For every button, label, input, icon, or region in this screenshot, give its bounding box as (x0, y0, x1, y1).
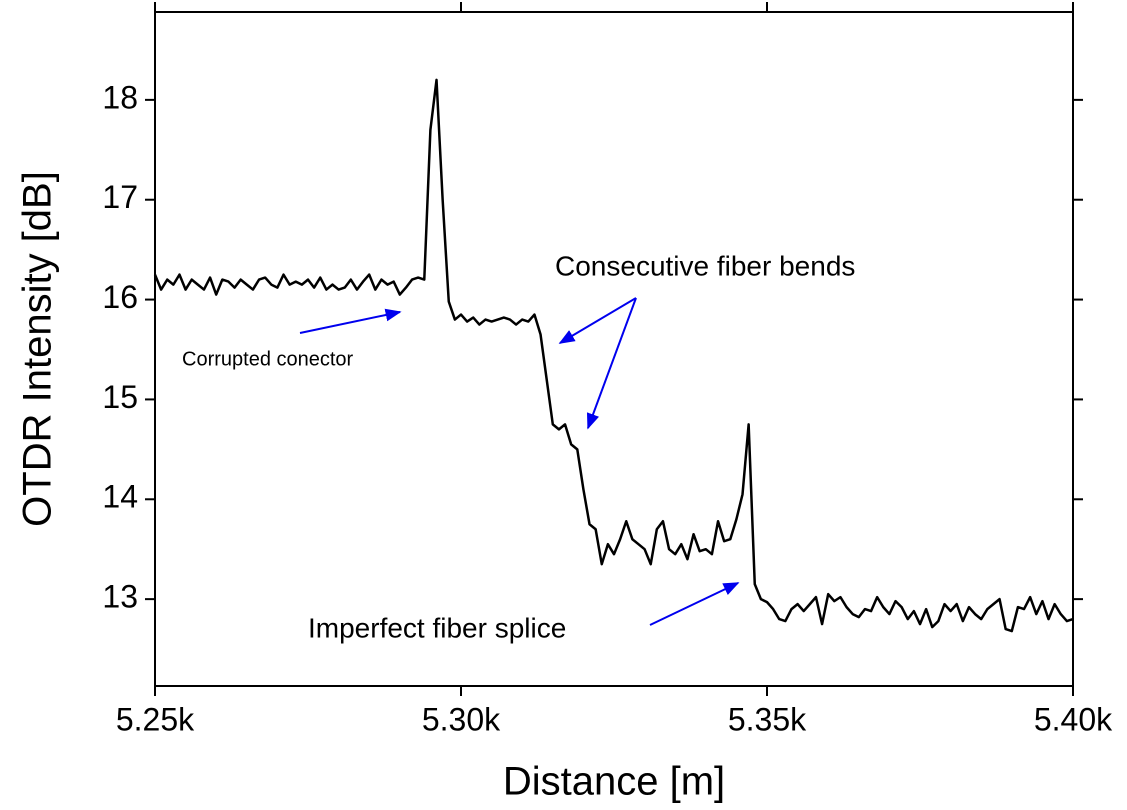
arrow (586, 297, 637, 430)
annotation: Imperfect fiber splice (308, 612, 566, 643)
x-tick-label: 5.35k (728, 701, 807, 737)
y-axis-label: OTDR Intensity [dB] (16, 171, 60, 527)
annotations: Corrupted conector Consecutive fiber ben… (182, 250, 855, 643)
y-tick-label: 14 (102, 479, 138, 515)
x-tick-label: 5.40k (1034, 701, 1113, 737)
plot-frame (154, 11, 1074, 687)
x-tick-label: 5.25k (116, 701, 195, 737)
annotation: Consecutive fiber bends (555, 250, 855, 281)
data-line (153, 78, 1074, 633)
arrow (299, 308, 402, 334)
y-tick-label: 18 (102, 79, 138, 115)
y-tick-label: 16 (102, 279, 138, 315)
y-tick-label: 13 (102, 579, 138, 615)
y-tick-label: 17 (102, 179, 138, 215)
arrow (558, 297, 637, 344)
y-tick-label: 15 (102, 379, 138, 415)
arrow (649, 582, 740, 626)
x-axis-label: Distance [m] (503, 760, 725, 804)
annotation: Corrupted conector (182, 348, 354, 370)
x-tick-label: 5.30k (422, 701, 501, 737)
